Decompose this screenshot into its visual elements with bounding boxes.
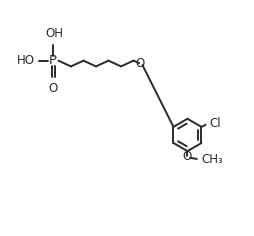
Text: O: O — [182, 150, 191, 163]
Text: OH: OH — [45, 27, 63, 40]
Text: P: P — [49, 54, 57, 67]
Text: HO: HO — [17, 54, 35, 67]
Text: Cl: Cl — [209, 117, 220, 130]
Text: CH₃: CH₃ — [200, 153, 222, 166]
Text: O: O — [49, 81, 58, 94]
Text: O: O — [135, 57, 145, 70]
